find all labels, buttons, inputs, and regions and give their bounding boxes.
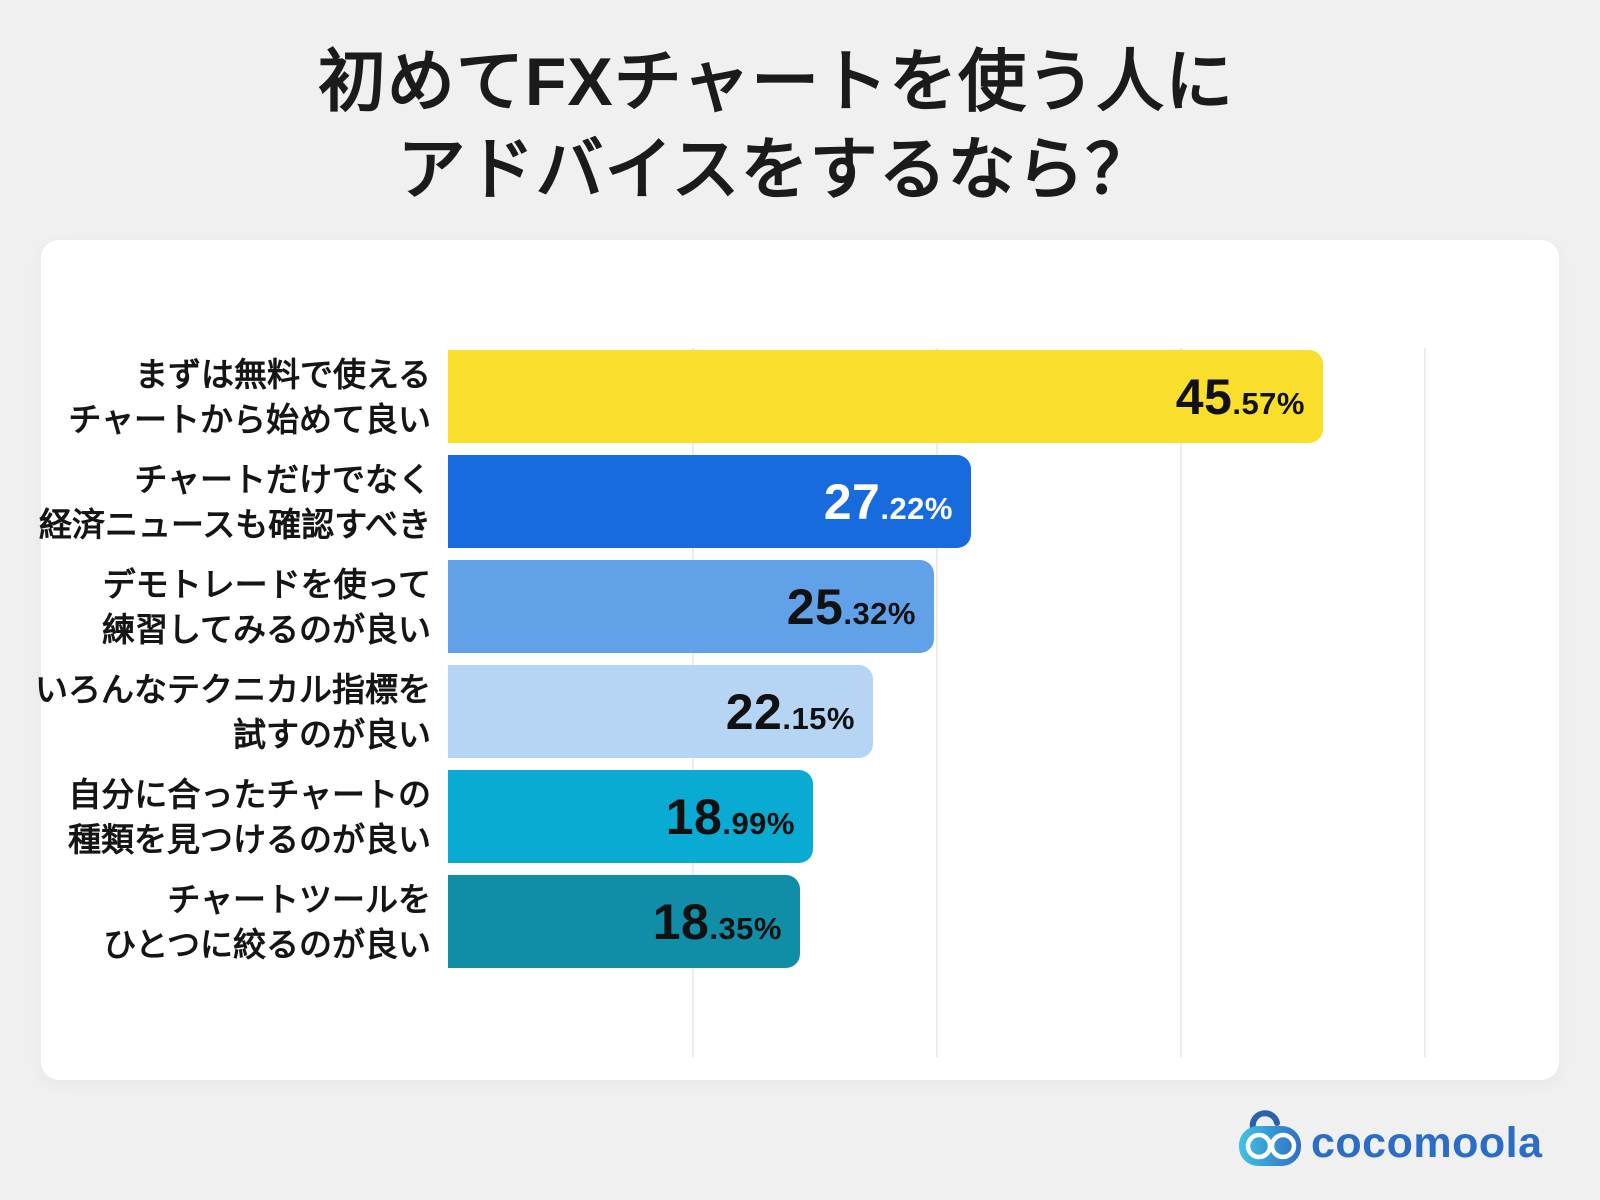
gridline xyxy=(1424,348,1426,1057)
value-label: 27.22% xyxy=(823,473,953,530)
value-bar: 18.35% xyxy=(448,875,800,968)
value-bar: 27.22% xyxy=(448,455,971,548)
category-label: チャートツールを ひとつに絞るのが良い xyxy=(103,880,431,963)
page-title: 初めてFXチャートを使う人に アドバイスをするなら？ xyxy=(0,38,1600,215)
value-bar: 45.57% xyxy=(448,350,1323,443)
value-label: 45.57% xyxy=(1175,368,1305,425)
category-label: 自分に合ったチャートの 種類を見つけるのが良い xyxy=(68,775,431,858)
category-label: チャートだけでなく 経済ニュースも確認すべき xyxy=(38,460,431,543)
bar-row: 自分に合ったチャートの 種類を見つけるのが良い 18.99% xyxy=(41,770,1559,863)
value-label: 18.99% xyxy=(665,788,795,845)
category-label: まずは無料で使える チャートから始めて良い xyxy=(68,355,431,438)
bar-row: チャートだけでなく 経済ニュースも確認すべき 27.22% xyxy=(39,455,1559,548)
gridline xyxy=(1180,348,1182,1057)
value-bar: 25.32% xyxy=(448,560,934,653)
category-label: いろんなテクニカル指標を 試すのが良い xyxy=(35,670,431,753)
chart-card: まずは無料で使える チャートから始めて良い 45.57% チャートだけでなく 経済ニュー… xyxy=(35,240,1559,1080)
value-bar: 18.99% xyxy=(448,770,813,863)
page-title-line-2: アドバイスをするなら？ xyxy=(397,132,1155,209)
bar-row: いろんなテクニカル指標を 試すのが良い 22.15% xyxy=(35,665,1559,758)
gridline xyxy=(936,348,938,1057)
cocomoola-goggles-icon xyxy=(1239,1110,1301,1166)
bar-chart: まずは無料で使える チャートから始めて良い 45.57% チャートだけでなく 経済ニュー… xyxy=(35,240,1559,1080)
page-title-line-1: 初めてFXチャートを使う人に xyxy=(317,44,1235,120)
value-label: 18.35% xyxy=(652,893,782,950)
value-bar: 22.15% xyxy=(448,665,873,758)
brand-wordmark: cocomoola xyxy=(1311,1118,1543,1167)
value-label: 22.15% xyxy=(725,683,855,740)
category-label: デモトレードを使って 練習してみるのが良い xyxy=(101,565,431,648)
value-label: 25.32% xyxy=(786,578,916,635)
brand-logo: cocomoola xyxy=(1238,1104,1543,1168)
bar-row: デモトレードを使って 練習してみるのが良い 25.32% xyxy=(41,560,1559,653)
bar-row: チャートツールを ひとつに絞るのが良い 18.35% xyxy=(41,875,1559,968)
bar-row: まずは無料で使える チャートから始めて良い 45.57% xyxy=(41,350,1559,443)
